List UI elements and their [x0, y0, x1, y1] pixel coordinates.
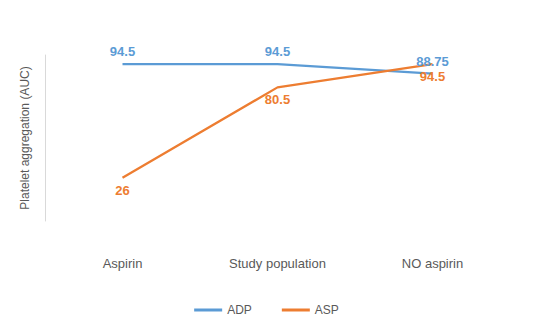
svg-text:26: 26	[115, 183, 129, 198]
svg-text:Platelet aggregation (AUC): Platelet aggregation (AUC)	[18, 66, 32, 209]
svg-text:80.5: 80.5	[265, 92, 290, 107]
svg-text:88.75: 88.75	[416, 54, 449, 69]
svg-text:NO aspirin: NO aspirin	[402, 256, 463, 271]
svg-text:94.5: 94.5	[265, 44, 290, 59]
svg-text:Study population: Study population	[229, 256, 326, 271]
svg-text:ADP: ADP	[227, 303, 252, 317]
svg-text:ASP: ASP	[315, 303, 339, 317]
svg-text:94.5: 94.5	[420, 69, 445, 84]
svg-text:94.5: 94.5	[110, 44, 135, 59]
svg-text:Aspirin: Aspirin	[103, 256, 143, 271]
